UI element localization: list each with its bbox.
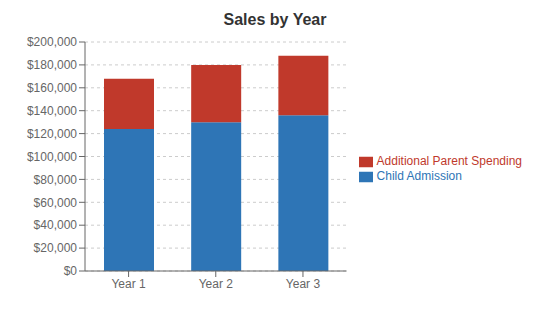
svg-text:$200,000: $200,000 <box>27 35 77 49</box>
svg-text:$80,000: $80,000 <box>34 173 78 187</box>
svg-text:Year 2: Year 2 <box>199 277 234 291</box>
svg-text:$100,000: $100,000 <box>27 150 77 164</box>
svg-text:$180,000: $180,000 <box>27 58 77 72</box>
svg-text:Year 1: Year 1 <box>111 277 146 291</box>
html-text:Child Admission: Child Admission <box>376 169 462 183</box>
svg-text:$0: $0 <box>64 264 78 278</box>
svg-text:$120,000: $120,000 <box>27 127 77 141</box>
html-text:Additional Parent Spending: Additional Parent Spending <box>376 154 522 169</box>
svg-text:$60,000: $60,000 <box>34 196 78 210</box>
svg-text:$40,000: $40,000 <box>34 218 78 232</box>
svg-text:$20,000: $20,000 <box>34 241 78 255</box>
svg-text:$140,000: $140,000 <box>27 104 77 118</box>
svg-text:Year 3: Year 3 <box>286 277 321 291</box>
svg-text:$160,000: $160,000 <box>27 81 77 95</box>
html-text:Sales by Year: Sales by Year <box>223 11 327 28</box>
